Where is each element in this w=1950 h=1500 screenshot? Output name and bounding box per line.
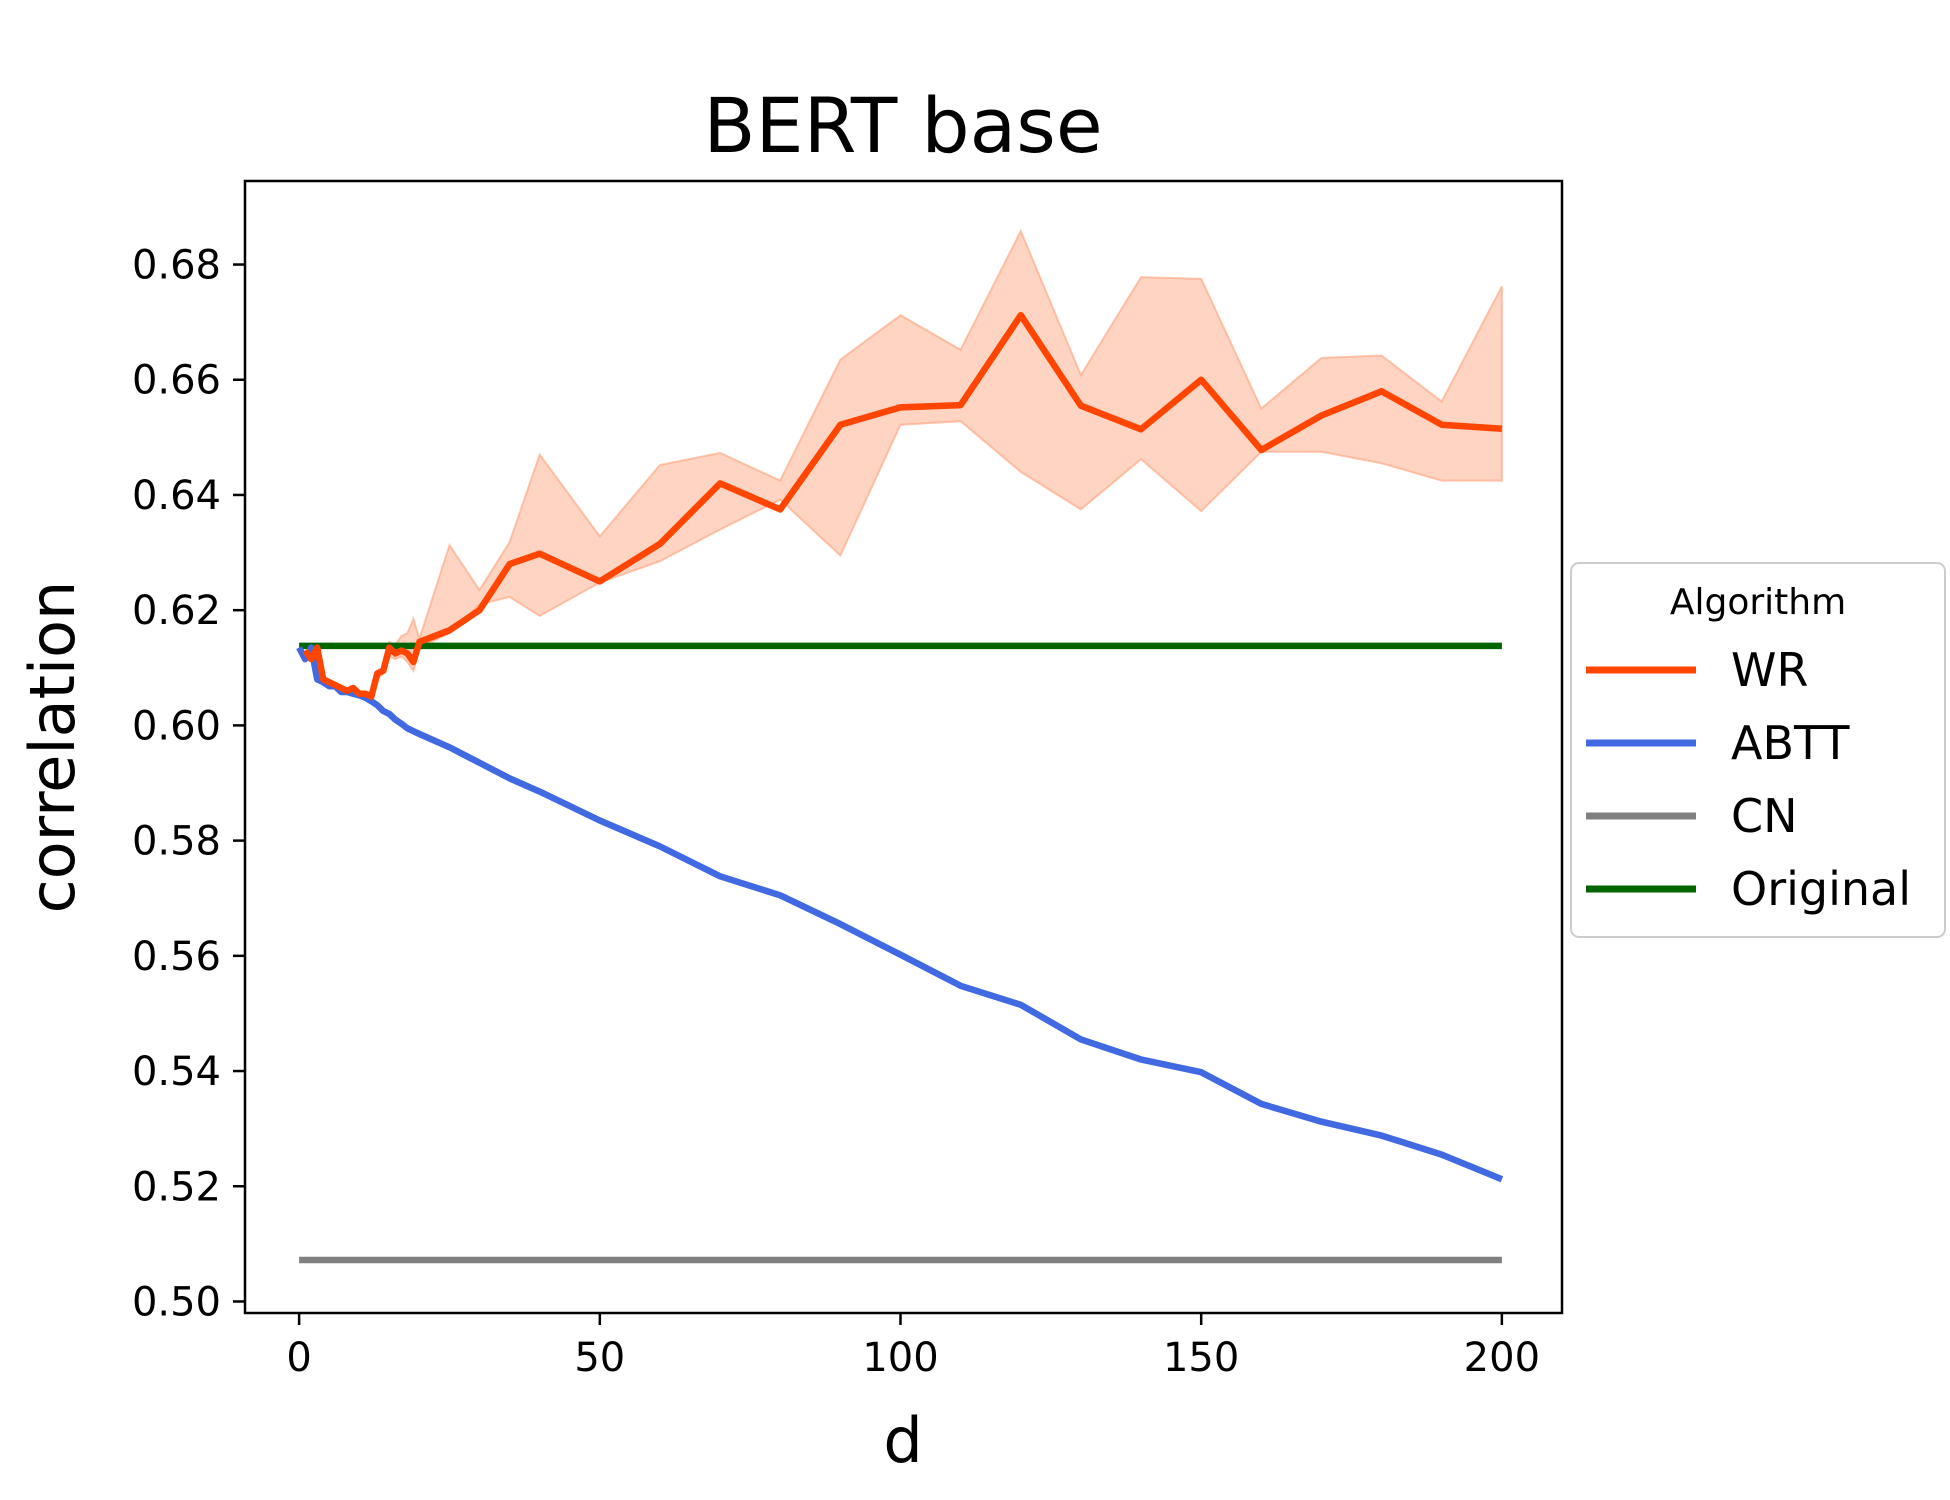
y-axis-label: correlation [16, 581, 89, 914]
legend-label-cn: CN [1731, 789, 1798, 843]
plot-area [296, 228, 1504, 1264]
x-tick-label: 50 [574, 1335, 625, 1381]
y-tick-label: 0.54 [132, 1049, 221, 1095]
chart-title: BERT base [703, 81, 1102, 170]
legend-label-wr: WR [1731, 643, 1808, 697]
x-tick-label: 100 [862, 1335, 938, 1381]
x-axis-label: d [883, 1404, 922, 1477]
legend-box [1570, 562, 1946, 938]
x-tick-label: 0 [286, 1335, 311, 1381]
x-axis: 0 50 100 150 200 [286, 1313, 1540, 1381]
x-tick-label: 200 [1464, 1335, 1540, 1381]
y-tick-label: 0.52 [132, 1164, 221, 1210]
series-line-wr [302, 311, 1503, 700]
plot-frame [243, 179, 1564, 1315]
legend-label-original: Original [1731, 862, 1911, 916]
y-tick-label: 0.60 [132, 703, 221, 749]
y-tick-label: 0.50 [132, 1279, 221, 1325]
x-tick-label: 150 [1163, 1335, 1239, 1381]
y-tick-label: 0.66 [132, 358, 221, 404]
y-tick-label: 0.56 [132, 934, 221, 980]
y-tick-label: 0.68 [132, 243, 221, 289]
legend: Algorithm WR ABTT CN Original [1570, 562, 1946, 938]
y-tick-label: 0.58 [132, 819, 221, 865]
y-tick-label: 0.62 [132, 588, 221, 634]
wr-confidence-band [304, 228, 1503, 698]
legend-title: Algorithm [1670, 582, 1846, 623]
series-line-abtt [296, 644, 1504, 1183]
y-axis: 0.50 0.52 0.54 0.56 0.58 0.60 0.62 0.64 0.66 0.68 [132, 243, 245, 1325]
y-tick-label: 0.64 [132, 473, 221, 519]
legend-label-abtt: ABTT [1731, 716, 1850, 770]
